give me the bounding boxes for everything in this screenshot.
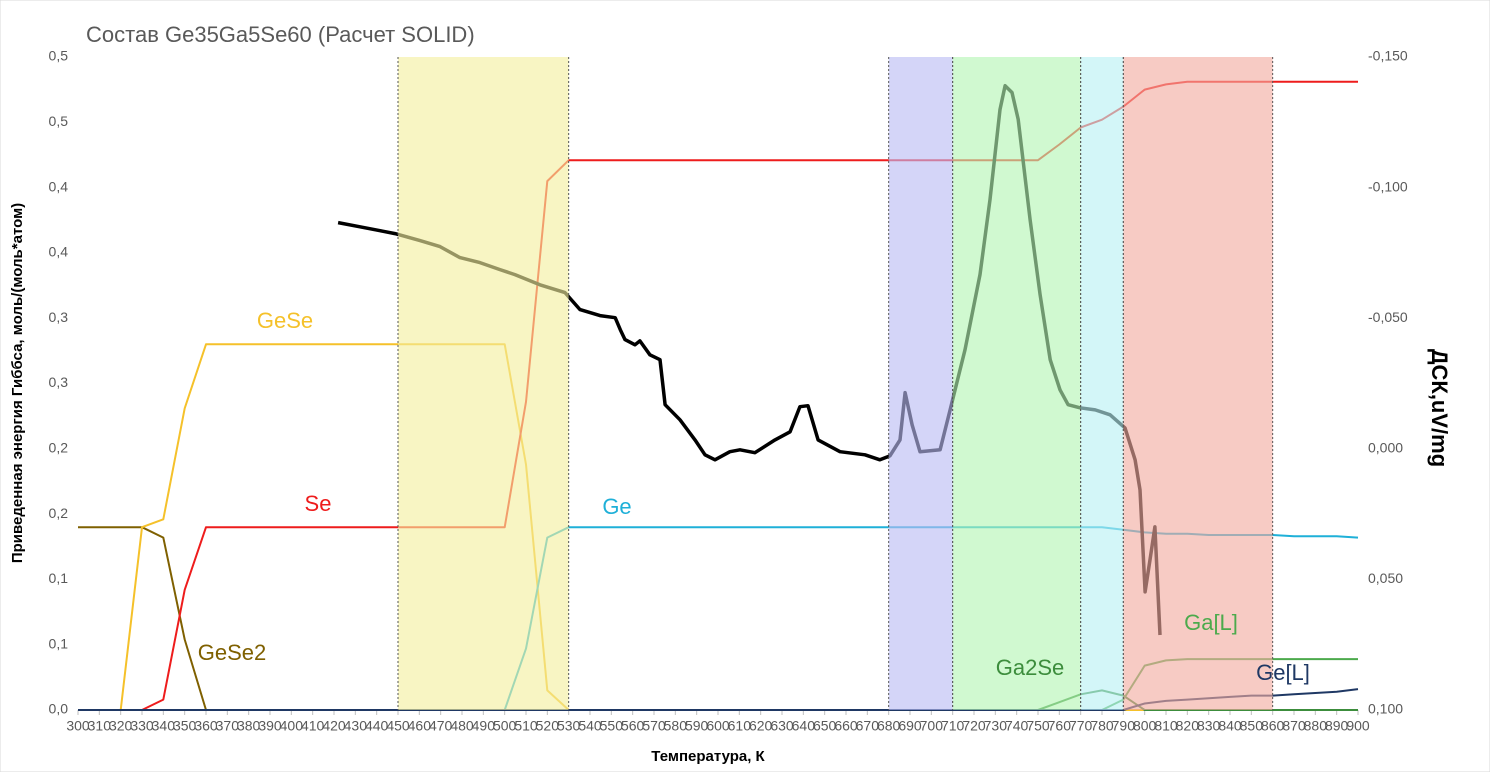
y-tick-label: 0,4	[49, 178, 69, 194]
x-tick-label: 580	[664, 718, 688, 734]
x-tick-label: 770	[1069, 718, 1093, 734]
series-label: Ge	[602, 494, 631, 519]
x-tick-label: 410	[301, 718, 325, 734]
y-tick-label: 0,3	[49, 374, 69, 390]
x-tick-label: 860	[1261, 718, 1285, 734]
x-tick-label: 640	[792, 718, 816, 734]
y2-tick-label: -0,050	[1368, 309, 1408, 325]
x-tick-label: 850	[1240, 718, 1264, 734]
x-tick-label: 740	[1005, 718, 1029, 734]
x-tick-label: 470	[429, 718, 453, 734]
y2-tick-label: 0,000	[1368, 440, 1403, 456]
y2-axis-label: ДСК,uV/mg	[1427, 349, 1452, 467]
temperature-region	[398, 57, 569, 710]
x-tick-label: 440	[365, 718, 389, 734]
x-tick-label: 320	[109, 718, 133, 734]
x-tick-label: 380	[237, 718, 261, 734]
temperature-region	[888, 57, 953, 710]
x-tick-label: 620	[749, 718, 773, 734]
x-tick-label: 880	[1304, 718, 1328, 734]
x-tick-label: 490	[472, 718, 496, 734]
x-tick-label: 890	[1325, 718, 1349, 734]
series-label: Ga2Se	[996, 655, 1065, 680]
x-tick-label: 690	[898, 718, 922, 734]
x-tick-label: 720	[962, 718, 986, 734]
series-label: Ga[L]	[1184, 610, 1238, 635]
y-tick-label: 0,3	[49, 309, 69, 325]
x-tick-label: 870	[1282, 718, 1306, 734]
x-tick-label: 370	[216, 718, 240, 734]
y-tick-label: 0,4	[49, 244, 69, 260]
x-tick-label: 520	[536, 718, 560, 734]
chart-title: Состав Ge35Ga5Se60 (Расчет SOLID)	[86, 22, 475, 47]
x-tick-label: 450	[386, 718, 410, 734]
series-label: Ge[L]	[1256, 660, 1310, 685]
x-tick-label: 310	[88, 718, 112, 734]
x-tick-label: 510	[514, 718, 538, 734]
x-tick-label: 550	[600, 718, 624, 734]
y-axis-label: Приведенная энергия Гиббса, моль/(моль*а…	[9, 203, 26, 563]
y-tick-label: 0,5	[49, 48, 69, 64]
x-tick-label: 730	[984, 718, 1008, 734]
x-tick-label: 800	[1133, 718, 1157, 734]
y-tick-label: 0,2	[49, 440, 69, 456]
y2-tick-label: 0,050	[1368, 570, 1403, 586]
x-tick-label: 840	[1218, 718, 1242, 734]
x-tick-label: 660	[834, 718, 858, 734]
x-tick-label: 630	[770, 718, 794, 734]
x-tick-label: 900	[1346, 718, 1370, 734]
temperature-region	[952, 57, 1081, 710]
y-tick-label: 0,2	[49, 505, 69, 521]
x-tick-label: 300	[66, 718, 90, 734]
y2-tick-label: -0,150	[1368, 48, 1408, 64]
y2-tick-label: -0,100	[1368, 178, 1408, 194]
x-axis-label: Температура, К	[651, 748, 765, 765]
x-tick-label: 680	[877, 718, 901, 734]
x-tick-label: 650	[813, 718, 837, 734]
x-tick-label: 790	[1112, 718, 1136, 734]
series-label: Se	[305, 491, 332, 516]
y-tick-label: 0,1	[49, 570, 69, 586]
x-tick-label: 480	[450, 718, 474, 734]
x-tick-label: 830	[1197, 718, 1221, 734]
x-tick-label: 610	[728, 718, 752, 734]
x-tick-label: 710	[941, 718, 965, 734]
x-tick-label: 460	[408, 718, 432, 734]
x-tick-label: 530	[557, 718, 581, 734]
temperature-region	[1080, 57, 1124, 710]
x-tick-label: 500	[493, 718, 517, 734]
x-tick-label: 420	[322, 718, 346, 734]
x-tick-label: 360	[194, 718, 218, 734]
x-tick-label: 820	[1176, 718, 1200, 734]
y2-tick-label: 0,100	[1368, 701, 1403, 717]
x-tick-label: 400	[280, 718, 304, 734]
x-tick-label: 350	[173, 718, 197, 734]
series-label: GeSe	[257, 308, 313, 333]
x-tick-label: 430	[344, 718, 368, 734]
y-tick-label: 0,1	[49, 635, 69, 651]
x-tick-label: 810	[1154, 718, 1178, 734]
x-tick-label: 670	[856, 718, 880, 734]
x-tick-label: 700	[920, 718, 944, 734]
x-tick-label: 750	[1026, 718, 1050, 734]
x-tick-label: 760	[1048, 718, 1072, 734]
x-tick-label: 540	[578, 718, 602, 734]
y-tick-label: 0,5	[49, 113, 69, 129]
x-tick-label: 600	[706, 718, 730, 734]
x-tick-label: 330	[130, 718, 154, 734]
x-tick-label: 560	[621, 718, 645, 734]
x-tick-label: 590	[685, 718, 709, 734]
series-label: GeSe2	[198, 640, 267, 665]
x-tick-label: 390	[258, 718, 282, 734]
x-tick-label: 780	[1090, 718, 1114, 734]
x-tick-label: 570	[642, 718, 666, 734]
x-tick-label: 340	[152, 718, 176, 734]
y-tick-label: 0,0	[49, 701, 69, 717]
temperature-region	[1123, 57, 1273, 710]
